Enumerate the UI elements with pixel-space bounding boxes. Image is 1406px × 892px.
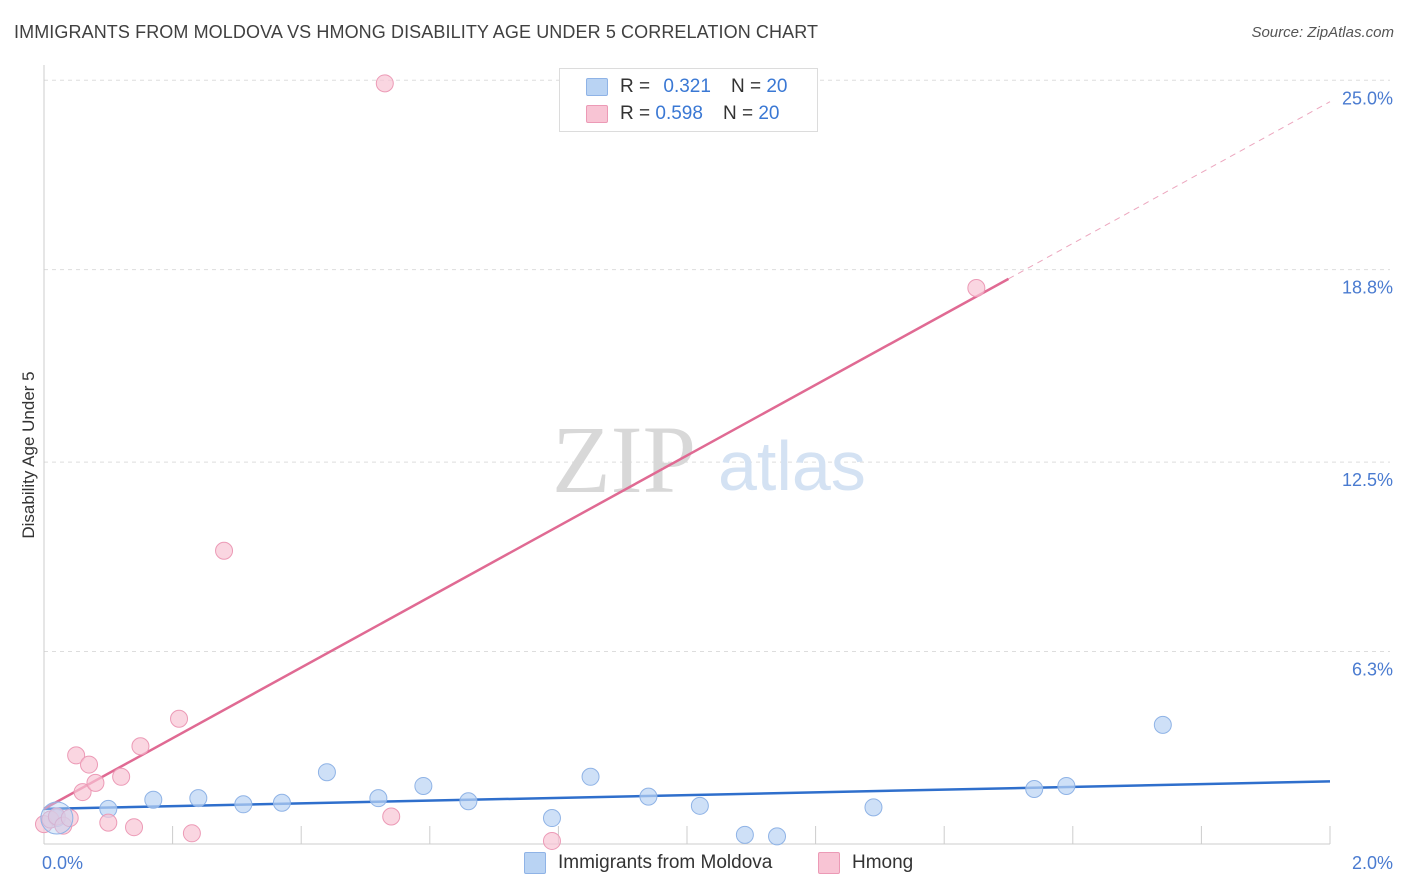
- moldova-point: [864, 798, 883, 817]
- y-axis-label: Disability Age Under 5: [19, 371, 38, 538]
- hmong-point: [67, 746, 86, 765]
- legend-r-label: R =: [620, 76, 651, 97]
- y-tick-label: 12.5%: [1342, 470, 1393, 490]
- hmong-point: [542, 831, 561, 850]
- hmong-point: [99, 813, 118, 832]
- moldova-point: [639, 787, 658, 806]
- hmong-trend-extension: [1008, 101, 1331, 280]
- hmong-point: [80, 755, 99, 774]
- stats-legend: R = 0.321 N = 20 R = 0.598 N = 20: [559, 68, 818, 132]
- moldova-point: [189, 789, 208, 808]
- moldova-trend-line: [43, 780, 1331, 811]
- hmong-point: [60, 809, 79, 828]
- moldova-point: [690, 796, 709, 815]
- legend-n-label: N =: [722, 103, 754, 124]
- moldova-point: [40, 801, 74, 835]
- legend-n-label: N =: [730, 76, 762, 97]
- bottom-legend-label: Immigrants from Moldova: [558, 852, 773, 873]
- moldova-point: [317, 763, 336, 782]
- trend-lines: [43, 101, 1331, 811]
- x-tick-labels: 0.0% 2.0%: [42, 853, 1393, 873]
- y-tick-label: 25.0%: [1342, 88, 1393, 108]
- hmong-point: [967, 279, 986, 298]
- hmong-point: [73, 783, 92, 802]
- moldova-point: [768, 827, 787, 846]
- moldova-point: [272, 793, 291, 812]
- moldova-point: [144, 790, 163, 809]
- grid-lines: [44, 79, 1390, 653]
- source-label: Source: ZipAtlas.com: [1251, 24, 1394, 41]
- hmong-point: [375, 74, 394, 93]
- hmong-point: [86, 773, 105, 792]
- legend-row-hmong: R = 0.598 N = 20: [586, 102, 779, 126]
- moldova-point: [459, 792, 478, 811]
- legend-r-value: 0.598: [655, 103, 703, 124]
- bottom-legend-label: Hmong: [852, 852, 914, 873]
- moldova-point: [542, 809, 561, 828]
- legend-swatch-blue: [586, 78, 608, 96]
- moldova-point: [581, 767, 600, 786]
- legend-swatch-pink: [586, 105, 608, 123]
- chart-title: IMMIGRANTS FROM MOLDOVA VS HMONG DISABIL…: [14, 22, 819, 42]
- data-points: [35, 74, 1172, 850]
- x-tick-label: 0.0%: [42, 853, 83, 873]
- legend-swatch-pink: [818, 852, 840, 874]
- hmong-point: [215, 541, 234, 560]
- legend-r-value: 0.321: [663, 76, 711, 97]
- legend-n-value: 20: [766, 76, 788, 97]
- hmong-point: [131, 737, 150, 756]
- bottom-legend-hmong: Hmong: [818, 852, 913, 874]
- hmong-trend-line: [43, 277, 1010, 810]
- hmong-point: [170, 709, 189, 728]
- moldova-point: [1057, 776, 1076, 795]
- moldova-point: [1153, 715, 1172, 734]
- hmong-point: [125, 818, 144, 837]
- y-tick-labels: 6.3% 12.5% 18.8% 25.0%: [1342, 88, 1393, 679]
- bottom-legend-moldova: Immigrants from Moldova: [524, 852, 772, 874]
- watermark-zip: ZIP: [552, 406, 696, 513]
- hmong-point: [182, 824, 201, 843]
- watermark: ZIP atlas: [552, 406, 866, 513]
- moldova-point: [234, 795, 253, 814]
- legend-swatch-blue: [524, 852, 546, 874]
- legend-r-label: R =: [620, 103, 651, 124]
- x-tick-label: 2.0%: [1352, 853, 1393, 873]
- y-tick-label: 6.3%: [1352, 660, 1393, 680]
- moldova-point: [414, 776, 433, 795]
- legend-row-moldova: R = 0.321 N = 20: [586, 75, 787, 99]
- moldova-point: [369, 789, 388, 808]
- watermark-atlas: atlas: [718, 427, 866, 505]
- hmong-point: [112, 767, 131, 786]
- moldova-point: [1025, 780, 1044, 799]
- y-tick-label: 18.8%: [1342, 278, 1393, 298]
- legend-n-value: 20: [758, 103, 780, 124]
- hmong-point: [382, 807, 401, 826]
- moldova-point: [735, 825, 754, 844]
